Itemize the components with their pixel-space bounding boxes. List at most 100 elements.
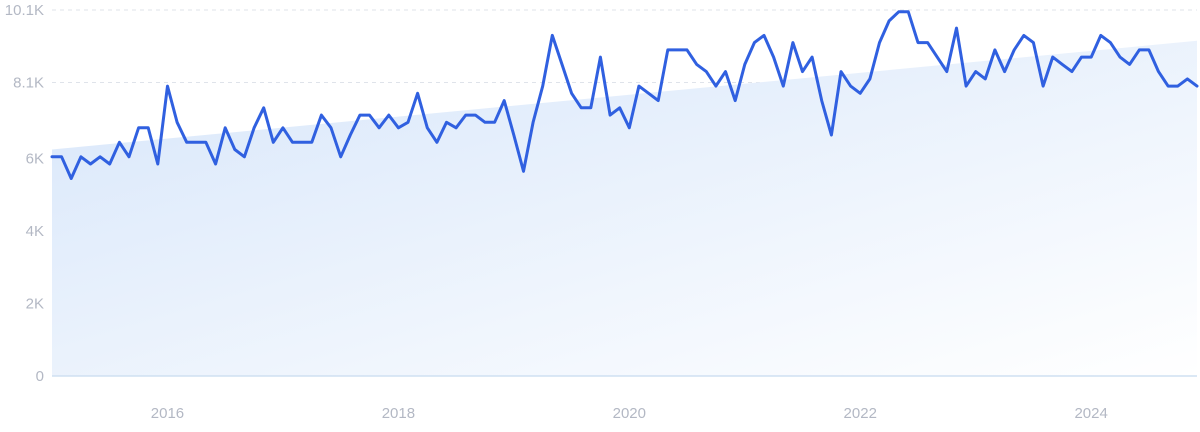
y-tick-label: 6K — [26, 151, 44, 168]
data-point — [1013, 48, 1016, 51]
data-point — [484, 121, 487, 124]
data-point — [974, 70, 977, 73]
data-point — [204, 141, 207, 144]
data-point — [1128, 63, 1131, 66]
data-point — [599, 56, 602, 59]
data-point — [791, 41, 794, 44]
data-point — [647, 92, 650, 95]
y-tick-label: 0 — [36, 368, 44, 385]
data-point — [859, 92, 862, 95]
data-point — [349, 134, 352, 137]
x-tick-label: 2022 — [844, 405, 877, 422]
data-point — [320, 114, 323, 117]
data-point — [1157, 70, 1160, 73]
data-point — [445, 121, 448, 124]
data-point — [1090, 56, 1093, 59]
data-point — [426, 126, 429, 129]
data-point — [301, 141, 304, 144]
data-point — [926, 41, 929, 44]
data-point — [291, 141, 294, 144]
series-line — [50, 10, 1199, 180]
data-point — [493, 121, 496, 124]
data-point — [917, 41, 920, 44]
data-point — [272, 141, 275, 144]
data-point — [570, 92, 573, 95]
data-point — [541, 85, 544, 88]
data-point — [580, 106, 583, 109]
data-point — [407, 121, 410, 124]
data-point — [262, 106, 265, 109]
data-point — [618, 106, 621, 109]
data-point — [455, 126, 458, 129]
data-point — [1167, 85, 1170, 88]
data-point — [753, 41, 756, 44]
data-point — [1003, 70, 1006, 73]
data-point — [532, 121, 535, 124]
data-point — [984, 77, 987, 80]
data-point — [666, 48, 669, 51]
data-point — [657, 99, 660, 102]
data-point — [945, 70, 948, 73]
data-point — [166, 85, 169, 88]
data-point — [281, 126, 284, 129]
data-point — [714, 85, 717, 88]
data-point — [368, 114, 371, 117]
data-point — [676, 48, 679, 51]
data-point — [1061, 63, 1064, 66]
data-point — [763, 34, 766, 37]
data-point — [955, 27, 958, 30]
data-point — [551, 34, 554, 37]
data-point — [522, 170, 525, 173]
data-point — [435, 141, 438, 144]
data-point — [734, 99, 737, 102]
data-point — [888, 19, 891, 22]
data-point — [1186, 77, 1189, 80]
data-point — [1138, 48, 1141, 51]
data-point — [897, 10, 900, 13]
data-point — [907, 10, 910, 13]
data-point — [378, 126, 381, 129]
data-point — [214, 163, 217, 166]
data-point — [965, 85, 968, 88]
data-point — [330, 126, 333, 129]
data-point — [60, 155, 63, 158]
data-point — [1109, 41, 1112, 44]
data-point — [416, 92, 419, 95]
data-point — [878, 41, 881, 44]
x-tick-label: 2024 — [1074, 405, 1107, 422]
data-point — [1022, 34, 1025, 37]
data-point — [397, 126, 400, 129]
data-point — [1070, 70, 1073, 73]
data-point — [840, 70, 843, 73]
data-point — [464, 114, 467, 117]
data-point — [1032, 41, 1035, 44]
data-point — [1119, 56, 1122, 59]
trend-area — [52, 40, 1197, 377]
data-point — [724, 70, 727, 73]
data-point — [156, 163, 159, 166]
data-point — [1042, 85, 1045, 88]
data-point — [253, 126, 256, 129]
data-point — [512, 134, 515, 137]
x-tick-label: 2016 — [151, 405, 184, 422]
data-point — [811, 56, 814, 59]
data-point — [243, 155, 246, 158]
data-point — [79, 155, 82, 158]
data-point — [820, 99, 823, 102]
data-point — [1176, 85, 1179, 88]
data-point — [743, 63, 746, 66]
data-point — [310, 141, 313, 144]
data-point — [637, 85, 640, 88]
data-point — [176, 121, 179, 124]
data-point — [128, 155, 131, 158]
y-tick-label: 10.1K — [5, 2, 44, 19]
data-point — [686, 48, 689, 51]
data-point — [993, 48, 996, 51]
data-point — [1080, 56, 1083, 59]
data-point — [589, 106, 592, 109]
data-point — [224, 126, 227, 129]
x-tick-label: 2018 — [382, 405, 415, 422]
data-point — [51, 155, 54, 158]
data-point — [147, 126, 150, 129]
